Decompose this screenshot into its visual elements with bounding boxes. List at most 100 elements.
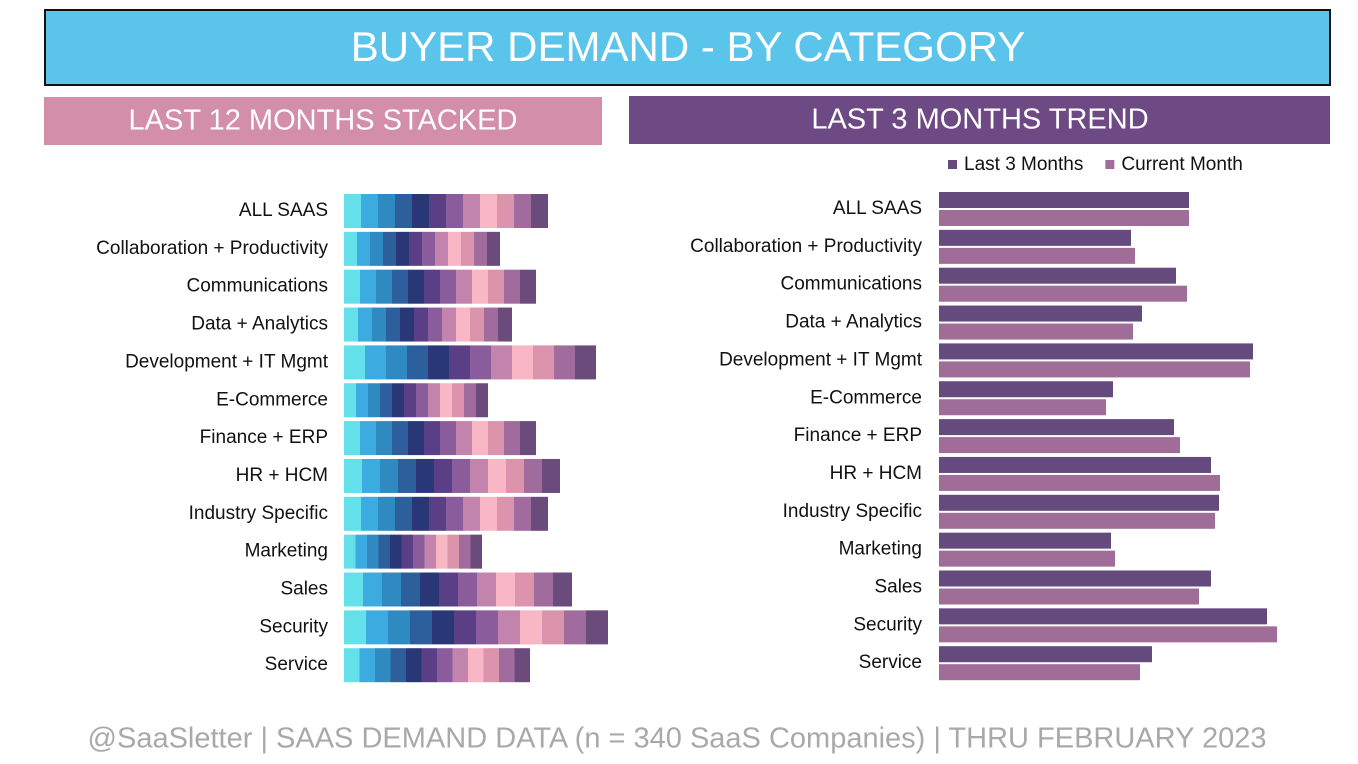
category-label: ALL SAAS (833, 198, 922, 219)
bar-segment (488, 458, 506, 493)
bar-segment (395, 496, 412, 531)
bar-segment (367, 534, 379, 569)
bar-segment (483, 648, 499, 683)
bar-segment (470, 345, 491, 380)
bar (939, 192, 1189, 208)
bar-segment (420, 572, 439, 607)
bar-segment (408, 421, 424, 456)
bar-segment (459, 534, 471, 569)
bar-segment (406, 648, 422, 683)
bar-segment (375, 648, 391, 683)
category-label: Service (265, 654, 328, 675)
bar (939, 437, 1180, 454)
bar-segment (344, 269, 360, 304)
bar-segment (468, 648, 484, 683)
category-label: Communications (187, 276, 329, 297)
category-label: Development + IT Mgmt (719, 349, 923, 370)
bar-segment (534, 572, 553, 607)
bar-segment (344, 572, 363, 607)
right-header (629, 96, 1330, 144)
bar-segment (520, 269, 536, 304)
bar-segment (484, 307, 498, 342)
bar (939, 305, 1142, 322)
bar-segment (452, 383, 464, 418)
bar-segment (378, 534, 390, 569)
bar-segment (361, 496, 378, 531)
bar-segment (488, 421, 504, 456)
bar-segment (435, 231, 448, 266)
bar-segment (456, 307, 470, 342)
bar-segment (491, 345, 512, 380)
right-title: LAST 3 MONTHS TREND (811, 104, 1148, 136)
bar-segment (390, 534, 402, 569)
bar-segment (436, 534, 448, 569)
bar-segment (370, 231, 383, 266)
bar-segment (376, 269, 392, 304)
bar (939, 626, 1277, 643)
bar-segment (357, 231, 370, 266)
bar-segment (464, 383, 476, 418)
bar-segment (442, 307, 456, 342)
bar-segment (542, 458, 560, 493)
bar-segment (358, 307, 372, 342)
bar-segment (476, 610, 498, 645)
bar-segment (454, 610, 476, 645)
bar-segment (344, 345, 365, 380)
bar-segment (524, 458, 542, 493)
bar (939, 664, 1140, 681)
bar-segment (344, 496, 361, 531)
category-label: Collaboration + Productivity (690, 236, 922, 257)
bar-segment (463, 194, 480, 228)
bar-segment (437, 648, 453, 683)
bar-segment (408, 269, 424, 304)
bar-segment (392, 269, 408, 304)
bar (939, 494, 1219, 511)
category-label: Marketing (245, 541, 328, 562)
category-label: ALL SAAS (239, 200, 328, 221)
category-label: HR + HCM (830, 463, 922, 484)
bar-segment (439, 572, 458, 607)
bar-segment (514, 648, 530, 683)
bar-segment (344, 648, 360, 683)
bar-segment (586, 610, 608, 645)
bar-segment (378, 496, 395, 531)
bar-segment (575, 345, 596, 380)
bar-segment (383, 231, 396, 266)
category-label: Data + Analytics (191, 314, 328, 335)
bar-segment (378, 194, 395, 228)
bar (939, 532, 1111, 549)
bar-segment (497, 496, 514, 531)
bar-segment (463, 496, 480, 531)
bar-segment (480, 194, 497, 228)
category-label: Development + IT Mgmt (125, 351, 329, 372)
bar-segment (362, 458, 380, 493)
bar-segment (407, 345, 428, 380)
bar-segment (386, 345, 407, 380)
bar (939, 512, 1215, 529)
bar-segment (480, 496, 497, 531)
bar-segment (461, 231, 474, 266)
bar-segment (356, 383, 368, 418)
bar-segment (398, 458, 416, 493)
category-label: Service (859, 652, 922, 673)
bar-segment (506, 458, 524, 493)
bar-segment (470, 307, 484, 342)
bar-segment (413, 534, 425, 569)
bar (939, 210, 1189, 226)
bar-segment (400, 307, 414, 342)
bar-segment (564, 610, 586, 645)
bar-segment (449, 345, 470, 380)
bar-segment (344, 307, 358, 342)
left-header (44, 97, 602, 145)
bar-segment (396, 231, 409, 266)
bar-segment (421, 648, 437, 683)
category-label: E-Commerce (216, 389, 328, 410)
bar-segment (416, 458, 434, 493)
bar-segment (499, 648, 515, 683)
bar (939, 646, 1152, 663)
bar-segment (355, 534, 367, 569)
bar-segment (456, 421, 472, 456)
legend-label: Current Month (1121, 154, 1242, 175)
bar-segment (404, 383, 416, 418)
page-title: BUYER DEMAND - BY CATEGORY (351, 23, 1025, 70)
